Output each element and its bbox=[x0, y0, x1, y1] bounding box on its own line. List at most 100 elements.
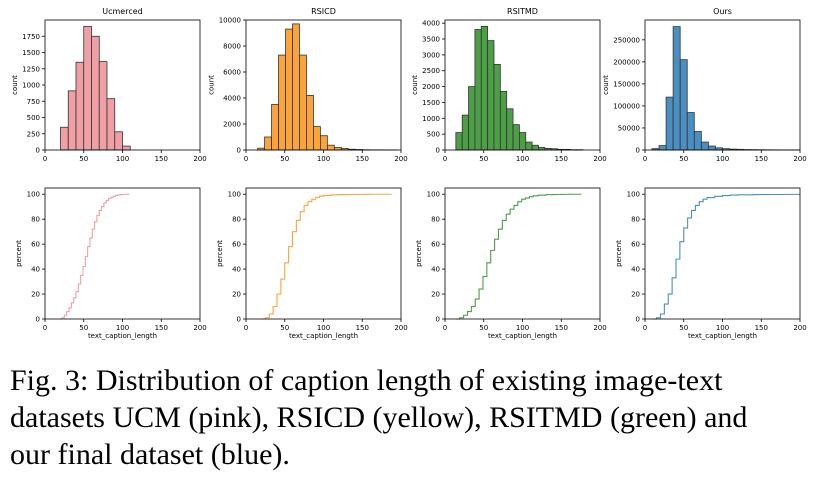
histogram-bar bbox=[693, 131, 702, 151]
y-tick-label: 4000 bbox=[223, 95, 241, 103]
histogram-bar bbox=[686, 112, 695, 151]
y-tick-label: 0 bbox=[636, 316, 640, 324]
cdf-line bbox=[59, 193, 130, 320]
cdf-line bbox=[261, 193, 392, 320]
histogram-bar bbox=[493, 63, 501, 151]
y-tick-label: 50000 bbox=[618, 124, 640, 132]
y-axis-label: count bbox=[411, 75, 419, 95]
y-tick-label: 20 bbox=[31, 291, 40, 299]
histogram-bar bbox=[455, 132, 463, 151]
x-tick-label: 50 bbox=[479, 324, 488, 332]
x-tick-label: 100 bbox=[716, 155, 729, 163]
histogram-bar bbox=[319, 135, 328, 151]
subplot-title: RSICD bbox=[311, 7, 336, 16]
y-tick-label: 100 bbox=[228, 191, 241, 199]
y-axis-label: percent bbox=[15, 240, 23, 267]
histogram-bar bbox=[306, 95, 314, 151]
histogram-bar bbox=[83, 26, 92, 151]
histogram-bar bbox=[75, 61, 85, 151]
x-tick-label: 0 bbox=[443, 155, 447, 163]
x-tick-label: 200 bbox=[793, 324, 806, 332]
y-tick-label: 60 bbox=[431, 241, 440, 249]
x-tick-label: 150 bbox=[356, 155, 369, 163]
x-tick-label: 100 bbox=[116, 155, 129, 163]
y-tick-label: 6000 bbox=[223, 69, 241, 77]
subplot-title: Ucmerced bbox=[102, 7, 142, 16]
axes-frame bbox=[245, 187, 402, 320]
y-tick-label: 20 bbox=[232, 291, 241, 299]
x-tick-label: 0 bbox=[643, 324, 647, 332]
histogram-bar bbox=[525, 141, 533, 151]
subplot-title: Ours bbox=[713, 7, 732, 16]
y-tick-label: 750 bbox=[27, 98, 40, 106]
subplot-8: 0 50 100 150 200020406080100text_caption_len… bbox=[615, 187, 807, 340]
x-tick-label: 100 bbox=[516, 155, 529, 163]
axes-frame bbox=[444, 187, 601, 320]
axes-frame bbox=[245, 19, 402, 151]
y-tick-label: 2000 bbox=[223, 121, 241, 129]
y-tick-label: 250000 bbox=[613, 36, 640, 44]
y-tick-label: 2000 bbox=[422, 83, 440, 91]
y-axis-label: count bbox=[602, 75, 610, 95]
histogram-bar bbox=[122, 145, 131, 151]
y-axis-label: count bbox=[208, 75, 216, 95]
histogram-bar bbox=[106, 98, 116, 151]
x-tick-label: 0 bbox=[244, 324, 248, 332]
y-tick-label: 0 bbox=[36, 147, 40, 155]
x-axis-label: text_caption_length bbox=[88, 332, 157, 340]
y-tick-label: 0 bbox=[436, 316, 440, 324]
y-tick-label: 1000 bbox=[22, 82, 40, 90]
x-tick-label: 100 bbox=[116, 324, 129, 332]
y-tick-label: 40 bbox=[431, 266, 440, 274]
x-tick-label: 100 bbox=[716, 324, 729, 332]
histogram-bar bbox=[519, 132, 527, 151]
y-tick-label: 100000 bbox=[613, 102, 640, 110]
y-tick-label: 0 bbox=[36, 316, 40, 324]
histogram-bar bbox=[313, 126, 321, 151]
subplot-1: 0 50 100 150 200 0 250 500 750 1000 1250 1500 1750 Uc… bbox=[11, 7, 207, 163]
x-tick-label: 150 bbox=[555, 324, 568, 332]
x-tick-label: 200 bbox=[193, 155, 206, 163]
y-tick-label: 0 bbox=[436, 147, 440, 155]
y-axis-label: percent bbox=[415, 240, 423, 267]
x-tick-label: 50 bbox=[79, 155, 88, 163]
histogram-bar bbox=[299, 54, 307, 151]
x-tick-label: 150 bbox=[755, 324, 768, 332]
y-tick-label: 80 bbox=[232, 216, 241, 224]
subplot-3: 0 50 100 150 2000500100015002000250030003500… bbox=[411, 7, 607, 163]
y-tick-label: 100 bbox=[627, 191, 640, 199]
x-tick-label: 200 bbox=[394, 324, 407, 332]
y-tick-label: 20 bbox=[631, 291, 640, 299]
x-tick-label: 0 bbox=[244, 155, 248, 163]
y-tick-label: 150000 bbox=[613, 80, 640, 88]
histogram-bar bbox=[285, 28, 293, 151]
figure-caption: Fig. 3: Distribution of caption length o… bbox=[10, 362, 810, 473]
histogram-bar bbox=[292, 23, 300, 151]
x-tick-label: 150 bbox=[555, 155, 568, 163]
x-tick-label: 150 bbox=[356, 324, 369, 332]
y-tick-label: 40 bbox=[631, 266, 640, 274]
y-axis-label: percent bbox=[615, 240, 623, 267]
x-tick-label: 50 bbox=[280, 155, 289, 163]
x-tick-label: 50 bbox=[280, 324, 289, 332]
x-tick-label: 50 bbox=[479, 155, 488, 163]
x-tick-label: 200 bbox=[193, 324, 206, 332]
subplot-2: 0 50 100 150 2000200040006000800010000RSICDc… bbox=[208, 7, 408, 163]
histogram-bar bbox=[326, 144, 335, 151]
x-tick-label: 100 bbox=[317, 324, 330, 332]
x-tick-label: 100 bbox=[317, 155, 330, 163]
y-tick-label: 500 bbox=[27, 114, 40, 122]
histogram-bar bbox=[278, 54, 286, 151]
x-tick-label: 50 bbox=[679, 324, 688, 332]
y-tick-label: 60 bbox=[631, 241, 640, 249]
histogram-bar bbox=[468, 86, 476, 151]
x-tick-label: 200 bbox=[793, 155, 806, 163]
histogram-bar bbox=[487, 40, 495, 151]
caption-line-1: Fig. 3: Distribution of caption length o… bbox=[10, 364, 723, 397]
x-axis-label: text_caption_length bbox=[289, 332, 358, 340]
figure-grid: 0 50 100 150 20002505007501000125015001750Uc… bbox=[11, 7, 807, 340]
y-axis-label: percent bbox=[216, 240, 224, 267]
x-axis-label: text_caption_length bbox=[488, 332, 557, 340]
y-tick-label: 3000 bbox=[422, 51, 440, 59]
y-tick-label: 40 bbox=[232, 266, 241, 274]
